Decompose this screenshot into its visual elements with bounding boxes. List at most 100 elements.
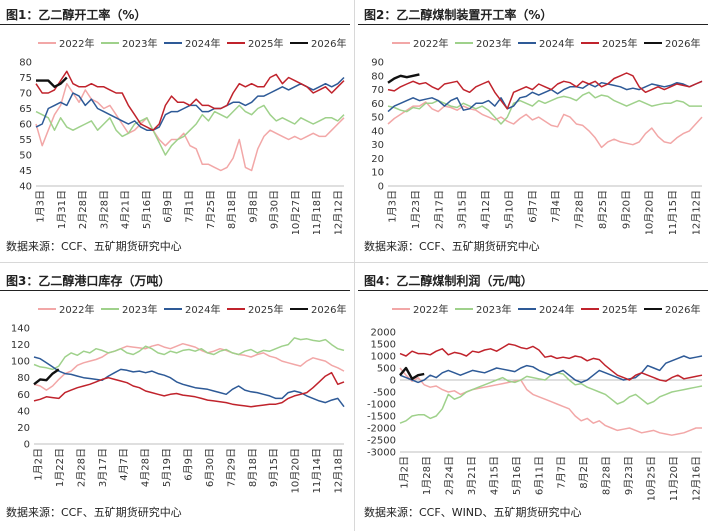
x-tick-label: 4月12日 [480, 190, 492, 229]
series-line-2026年 [36, 76, 68, 88]
x-tick-label: 4月21日 [120, 190, 132, 229]
y-tick-label: 20 [371, 154, 384, 165]
series-line-2026年 [399, 366, 425, 381]
source-note: 数据来源：CCF、五矿期货研究中心 [6, 506, 182, 519]
series-line-2022年 [399, 367, 702, 436]
horizontal-divider [0, 262, 708, 263]
x-tick-label: 7月1日 [184, 190, 196, 223]
chart-coal-operating-rate: 2022年 2023年 2024年 2025年 2026年 0 10 20 30 40 50 60 70… [371, 37, 703, 234]
y-tick-label: 0 [378, 182, 384, 193]
chart-operating-rate: 2022年 2023年 2024年 2025年 2026年 40 45 50 55 60 65 70 7… [19, 37, 346, 234]
x-tick-label: 9月23日 [623, 456, 635, 495]
y-tick-label: 80 [19, 58, 32, 69]
series-line-2023年 [35, 104, 345, 156]
y-tick-label: 500 [377, 364, 396, 375]
x-tick-label: 7月28日 [574, 190, 586, 229]
y-tick-label: 80 [17, 373, 30, 384]
x-tick-label: 4月28日 [140, 448, 152, 487]
series-line-2026年 [33, 368, 60, 386]
y-tick-label: 65 [19, 104, 32, 115]
y-tick-label: -1000 [367, 400, 396, 411]
legend-label-2025年: 2025年 [248, 303, 283, 316]
legend-label-2025年: 2025年 [602, 303, 637, 316]
x-tick-label: 1月28日 [421, 456, 433, 495]
y-tick-label: -1500 [367, 412, 396, 423]
x-tick-label: 7月7日 [556, 456, 568, 489]
legend-label-2024年: 2024年 [539, 37, 574, 50]
source-note: 数据来源：CCF、五矿期货研究中心 [6, 240, 182, 253]
x-tick-label: 12月18日 [333, 448, 345, 493]
series-line-2026年 [387, 73, 420, 84]
y-tick-label: 60 [17, 390, 30, 401]
legend-label-2024年: 2024年 [185, 303, 220, 316]
x-tick-label: 6月9日 [162, 190, 174, 223]
x-tick-label: 8月25日 [597, 190, 609, 229]
y-tick-label: 120 [11, 340, 30, 351]
y-tick-label: -3000 [367, 448, 396, 459]
x-tick-label: 1月3日 [387, 190, 399, 223]
legend-label-2025年: 2025年 [248, 37, 283, 50]
x-tick-label: 10月25日 [646, 456, 658, 500]
y-tick-label: 30 [371, 140, 384, 151]
legend-label-2022年: 2022年 [413, 303, 448, 316]
legend-label-2026年: 2026年 [665, 303, 700, 316]
panel-coal-operating-rate: 图2：乙二醇煤制装置开工率（%） 2022年 2023年 2024年 2025年 202… [358, 0, 708, 262]
legend-label-2022年: 2022年 [413, 37, 448, 50]
y-tick-label: -2500 [367, 436, 396, 447]
x-tick-label: 8月18日 [226, 190, 238, 229]
x-tick-label: 3月17日 [97, 448, 109, 487]
y-tick-label: 60 [19, 120, 32, 131]
x-tick-label: 1月23日 [410, 190, 422, 229]
panel-coal-profit: 图4：乙二醇煤制利润（元/吨） 2022年 2023年 2024年 2025年 2026… [358, 266, 708, 528]
title-rule [0, 290, 350, 291]
x-tick-label: 6月9日 [183, 448, 195, 481]
x-tick-label: 10月27日 [290, 190, 302, 234]
x-tick-label: 11月18日 [311, 190, 323, 234]
x-tick-label: 10月20日 [644, 190, 656, 234]
vertical-divider [354, 0, 355, 531]
x-tick-label: 1月2日 [399, 456, 411, 489]
series-line-2022年 [33, 342, 345, 391]
chart-coal-profit: 2022年 2023年 2024年 2025年 2026年 -3000-2500-2000… [367, 303, 703, 500]
x-tick-label: 7月25日 [205, 190, 217, 229]
y-tick-label: 2000 [371, 328, 396, 339]
legend-label-2024年: 2024年 [539, 303, 574, 316]
y-tick-label: 70 [371, 85, 384, 96]
panel-port-inventory: 图3：乙二醇港口库存（万吨） 2022年 2023年 2024年 2025年 2026年… [0, 266, 350, 528]
x-tick-label: 8月28日 [601, 456, 613, 495]
legend-label-2026年: 2026年 [665, 37, 700, 50]
y-tick-label: 50 [19, 151, 32, 162]
x-tick-label: 7月29日 [225, 448, 237, 487]
y-tick-label: 1500 [371, 340, 396, 351]
series-line-2023年 [33, 337, 345, 371]
legend-label-2023年: 2023年 [122, 37, 157, 50]
x-tick-label: 5月19日 [161, 448, 173, 487]
series-line-2025年 [35, 70, 345, 131]
x-tick-label: 6月30日 [204, 448, 216, 487]
x-tick-label: 6月7日 [527, 190, 539, 223]
x-tick-label: 12月12日 [691, 190, 703, 234]
x-tick-label: 2月28日 [75, 448, 87, 487]
y-tick-label: 80 [371, 71, 384, 82]
x-tick-label: 5月16日 [141, 190, 153, 229]
x-tick-label: 3月21日 [466, 456, 478, 495]
x-tick-label: 11月20日 [668, 456, 680, 500]
y-tick-label: 45 [19, 166, 32, 177]
series-line-2023年 [387, 91, 702, 125]
y-tick-label: 70 [19, 89, 32, 100]
title-rule [358, 24, 708, 25]
x-tick-label: 1月2日 [33, 448, 45, 481]
series-line-2024年 [33, 356, 345, 408]
x-tick-label: 3月28日 [98, 190, 110, 229]
x-tick-label: 7月4日 [550, 190, 562, 223]
y-tick-label: 10 [371, 168, 384, 179]
x-tick-label: 12月16日 [691, 456, 703, 500]
y-tick-label: -500 [373, 388, 396, 399]
x-tick-label: 9月20日 [620, 190, 632, 229]
y-tick-label: 20 [17, 423, 30, 434]
x-tick-label: 2月17日 [433, 190, 445, 229]
y-tick-label: 50 [371, 113, 384, 124]
series-line-2024年 [387, 80, 703, 113]
series-line-2022年 [387, 101, 703, 149]
x-tick-label: 9月8日 [247, 190, 259, 223]
